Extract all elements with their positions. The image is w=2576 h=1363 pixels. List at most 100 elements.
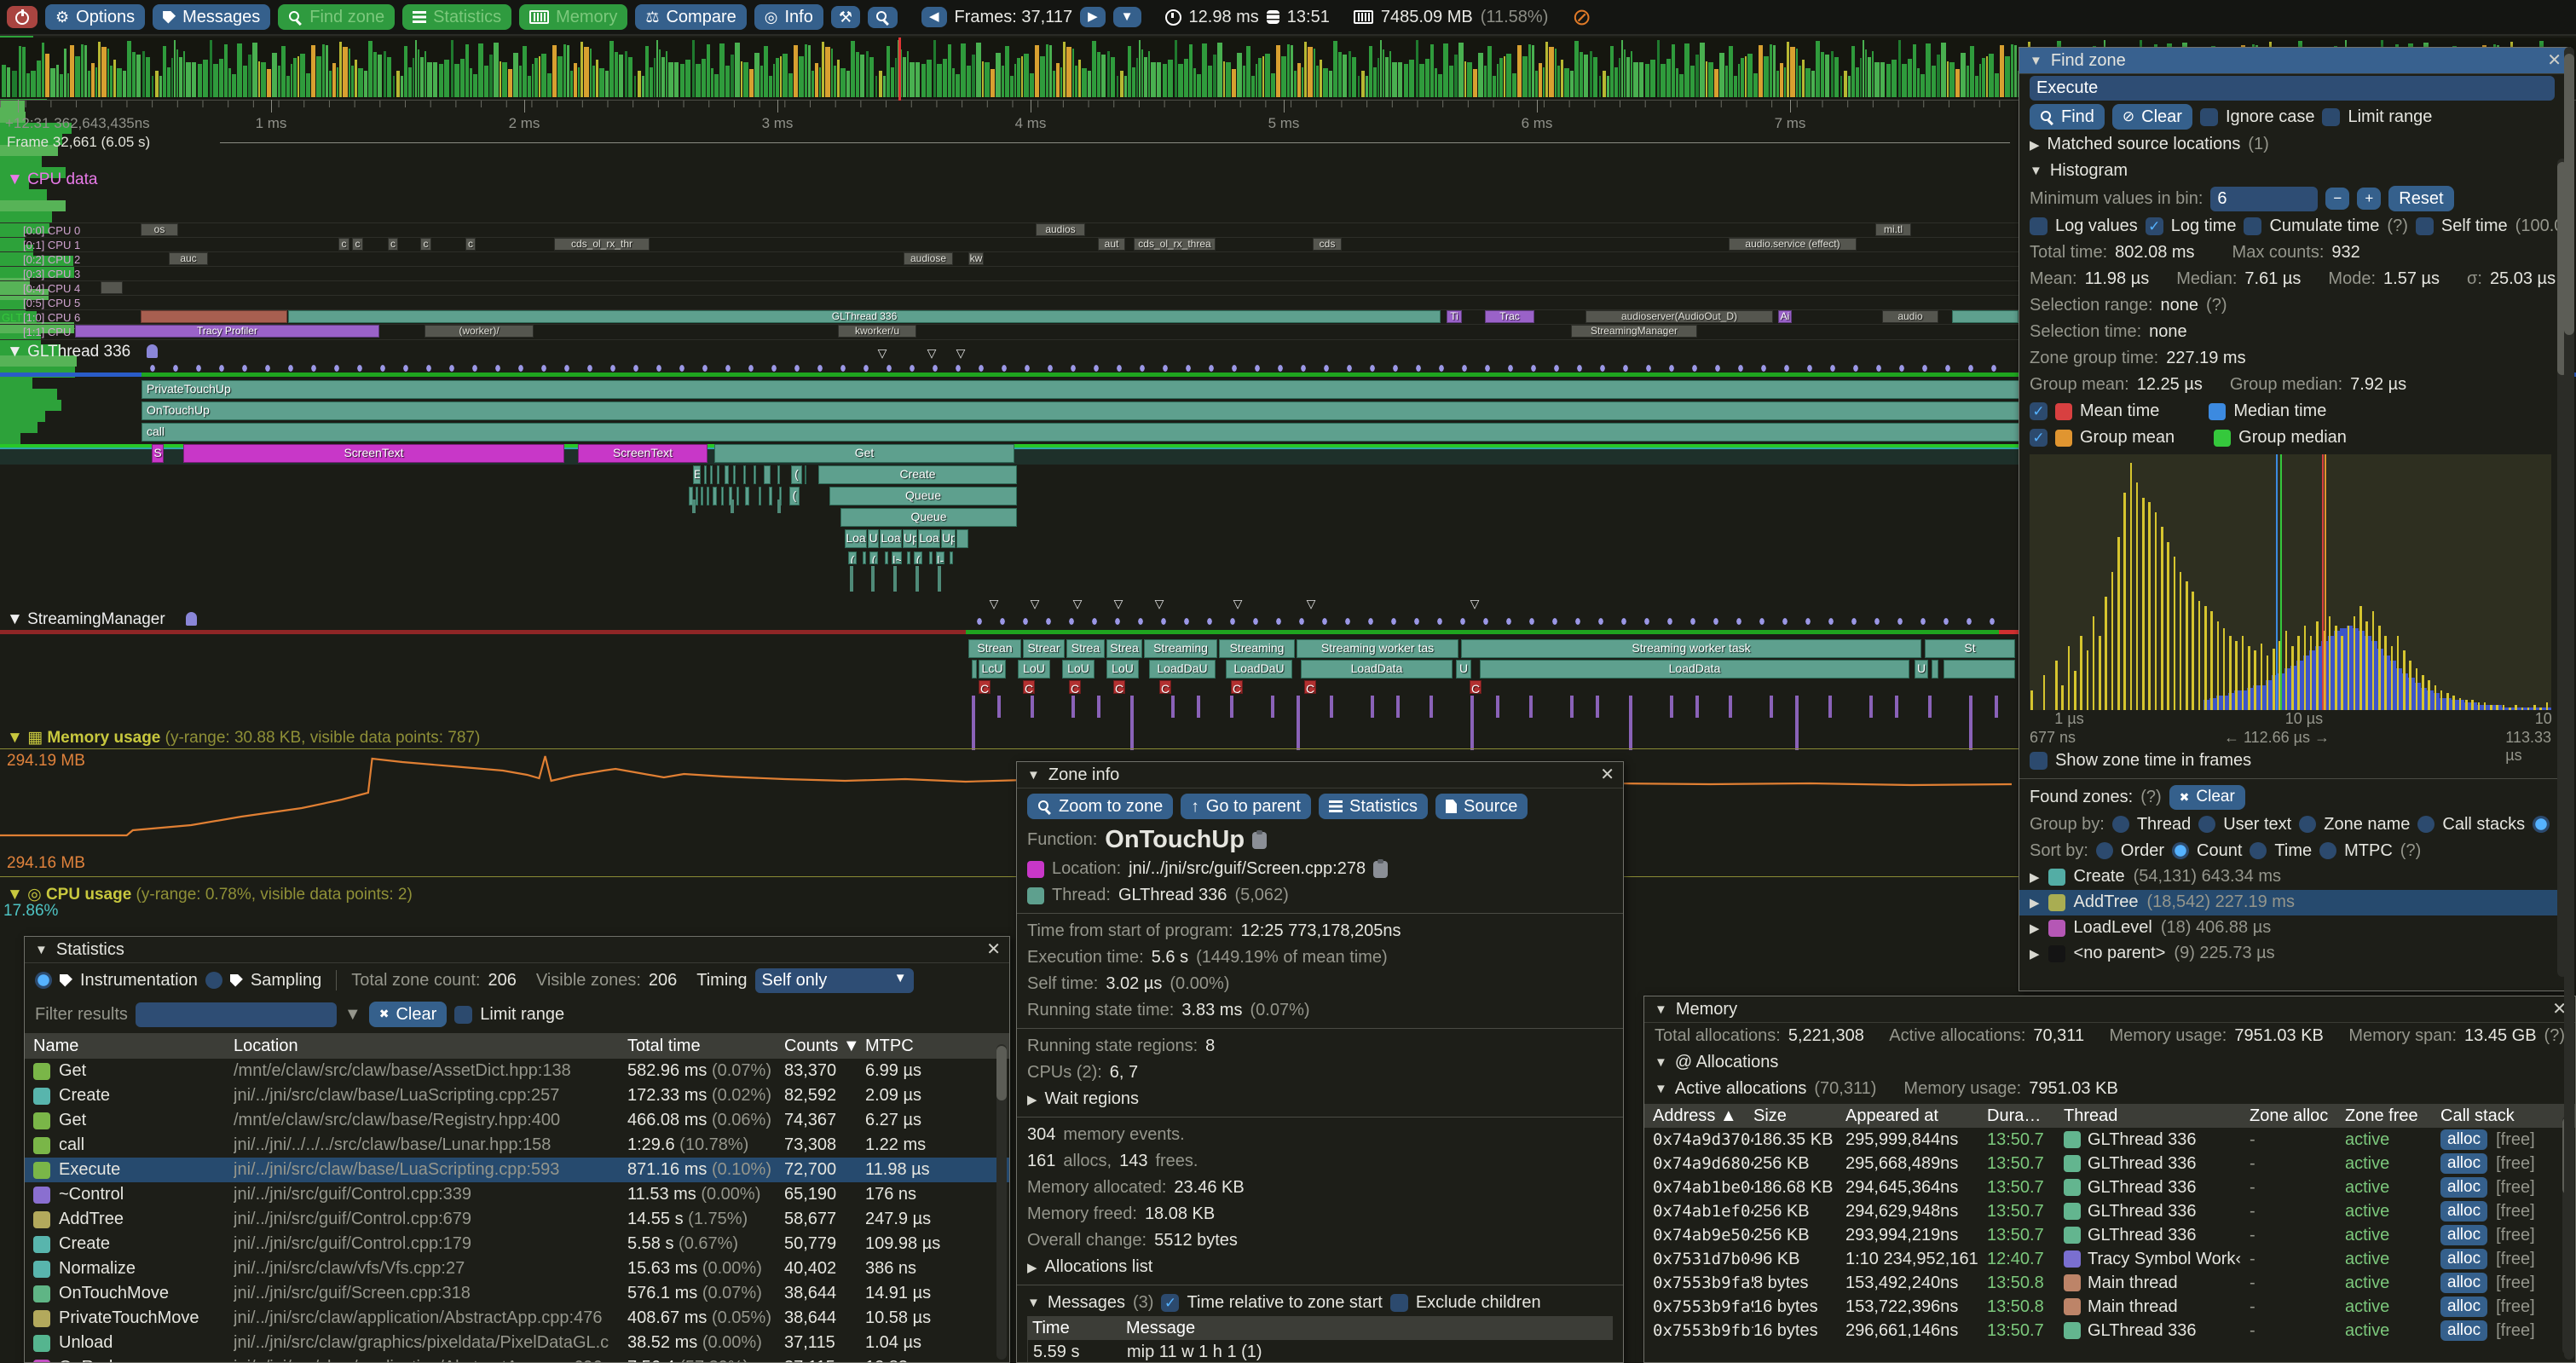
- table-row[interactable]: Get/mnt/e/claw/src/claw/base/AssetDict.h…: [25, 1059, 1009, 1083]
- column-header-address[interactable]: Address ▲: [1653, 1106, 1737, 1125]
- radio-button[interactable]: [2095, 842, 2113, 860]
- alloc-button[interactable]: alloc: [2440, 1225, 2488, 1245]
- timeline-zone[interactable]: (: [869, 552, 878, 564]
- tools-button[interactable]: ⚒: [830, 6, 860, 28]
- alloc-button[interactable]: alloc: [2440, 1201, 2488, 1222]
- timeline-zone[interactable]: Strea: [1066, 639, 1105, 658]
- glthread-section-header[interactable]: ▼ GLThread 336: [7, 343, 131, 361]
- timeline-zone[interactable]: ScreenText: [183, 444, 564, 463]
- alloc-button[interactable]: alloc: [2440, 1177, 2488, 1198]
- table-row[interactable]: Normalize jni/../jni/src/claw/vfs/Vfs.cpp…: [25, 1256, 1009, 1281]
- min-bin-input[interactable]: [2210, 186, 2319, 211]
- message-marker[interactable]: ▽: [877, 346, 887, 360]
- clipboard-icon[interactable]: [1373, 858, 1389, 878]
- timeline-zone[interactable]: C: [1159, 680, 1171, 694]
- main-scrollbar[interactable]: [2564, 47, 2574, 1360]
- statistics-button[interactable]: Statistics: [402, 4, 512, 30]
- found-zone-row[interactable]: ▶ Create (54,131) 643.34 ms: [2019, 864, 2570, 890]
- allocation-row[interactable]: 0x7553b9fbf016 bytes 296,661,146ns 13:50.7…: [1644, 1319, 2575, 1343]
- filter-input[interactable]: [135, 1002, 337, 1027]
- timeline-zone[interactable]: [717, 465, 719, 484]
- timeline-zone[interactable]: Get: [714, 444, 1014, 463]
- table-row[interactable]: ~Control jni/../jni/src/guif/Control.cpp:…: [25, 1182, 1009, 1207]
- column-header-dura-[interactable]: Dura…: [1987, 1106, 2042, 1125]
- timeline-zone[interactable]: [769, 487, 772, 505]
- timeline-zone[interactable]: [1944, 660, 2015, 679]
- timeline-zone[interactable]: (: [914, 552, 922, 564]
- allocation-row[interactable]: 0x74ab1ef040256 KB 294,629,948ns 13:50.7 GL…: [1644, 1199, 2575, 1223]
- limit-range-checkbox[interactable]: [454, 1005, 473, 1024]
- found-zone-row[interactable]: ▶ LoadLevel (18) 406.88 µs: [2019, 915, 2570, 941]
- message-marker[interactable]: ▽: [1154, 597, 1164, 610]
- timeline-zone[interactable]: St: [1925, 639, 2015, 658]
- timeline-zone[interactable]: Strean: [968, 639, 1021, 658]
- timeline-zone[interactable]: |~: [892, 552, 902, 564]
- expand-icon[interactable]: ▶: [2030, 869, 2040, 885]
- timeline-zone[interactable]: (: [789, 487, 800, 505]
- timeline-zone[interactable]: Strea: [1106, 639, 1142, 658]
- checkbox[interactable]: [2030, 752, 2048, 770]
- table-row[interactable]: Unload jni/../jni/src/claw/graphics/pixel…: [25, 1331, 1009, 1355]
- expand-icon[interactable]: ▶: [1027, 1092, 1037, 1107]
- cpu-zone[interactable]: [141, 310, 287, 323]
- column-header-call-stack[interactable]: Call stack: [2440, 1106, 2515, 1125]
- collapse-icon[interactable]: ▼: [1655, 1082, 1667, 1096]
- find-zone-input[interactable]: [2030, 76, 2555, 101]
- clear-button[interactable]: ⊘ Clear: [2111, 104, 2192, 130]
- timeline-zone[interactable]: [754, 465, 756, 484]
- column-header-thread[interactable]: Thread: [2064, 1106, 2118, 1125]
- table-row[interactable]: Get/mnt/e/claw/src/claw/base/Registry.hp…: [25, 1108, 1009, 1133]
- funnel-icon[interactable]: ▼: [344, 1004, 361, 1024]
- timeline-zone[interactable]: OnTouchUp: [142, 401, 2463, 420]
- alloc-button[interactable]: alloc: [2440, 1297, 2488, 1317]
- cpu-zone[interactable]: cds_ol_rx_thr: [554, 238, 650, 251]
- timeline-zone[interactable]: [689, 487, 693, 505]
- timeline-zone[interactable]: [710, 465, 713, 484]
- message-row[interactable]: 5.59 s mip 11 w 1 h 1 (1): [1027, 1340, 1613, 1362]
- cpu-zone[interactable]: aut: [1098, 238, 1125, 251]
- table-row[interactable]: call jni/../jni/../../../src/claw/base/Lu…: [25, 1133, 1009, 1158]
- timeline-zone[interactable]: Strear: [1023, 639, 1065, 658]
- collapse-icon[interactable]: ▼: [1655, 1055, 1667, 1070]
- timeline-zone[interactable]: Queue: [829, 487, 1017, 505]
- timeline-zone[interactable]: LoadDaU: [1226, 660, 1292, 679]
- timeline-zone[interactable]: [696, 487, 698, 505]
- close-icon[interactable]: ✕: [986, 940, 1001, 959]
- allocation-row[interactable]: 0x7553b9fa508 bytes 153,492,240ns 13:50.8 M…: [1644, 1271, 2575, 1295]
- next-frame-button[interactable]: ▶: [1080, 6, 1106, 28]
- radio-button[interactable]: [2172, 842, 2190, 860]
- timeline-zone[interactable]: LoadDaU: [1149, 660, 1216, 679]
- message-marker[interactable]: ▽: [989, 597, 999, 610]
- cpu-zone[interactable]: Ti: [1447, 310, 1462, 323]
- column-header-zone-alloc[interactable]: Zone alloc: [2250, 1106, 2329, 1125]
- timeline-zone[interactable]: E: [693, 465, 701, 484]
- table-row[interactable]: Create jni/../jni/src/guif/Control.cpp:17…: [25, 1232, 1009, 1256]
- found-zone-row[interactable]: ▶ <no parent> (9) 225.73 µs: [2019, 941, 2570, 967]
- radio-button[interactable]: [2417, 816, 2435, 834]
- timeline-zone[interactable]: Create: [818, 465, 1017, 484]
- timeline-zone[interactable]: C: [1023, 680, 1035, 694]
- timeline-zone[interactable]: Queue: [840, 508, 1017, 527]
- table-row[interactable]: Create jni/../jni/src/claw/base/LuaScript…: [25, 1083, 1009, 1108]
- expand-icon[interactable]: ▶: [2030, 921, 2040, 936]
- table-row[interactable]: OnTouchMove jni/../jni/src/guif/Screen.cp…: [25, 1281, 1009, 1306]
- cpu-zone[interactable]: audiose: [904, 252, 953, 265]
- timeline-zone[interactable]: LoU: [1062, 660, 1095, 679]
- timeline-zone[interactable]: Streaming: [1144, 639, 1217, 658]
- timeline-zone[interactable]: LoU: [1106, 660, 1139, 679]
- column-header-total-time[interactable]: Total time: [627, 1036, 701, 1055]
- cpu-zone[interactable]: Ai: [1778, 310, 1792, 323]
- cpu-zone[interactable]: Tracy Profiler: [75, 325, 379, 338]
- decrement-button[interactable]: −: [2325, 187, 2350, 211]
- timeline-zone[interactable]: call: [142, 423, 2463, 442]
- timeline-zone[interactable]: LoU: [1018, 660, 1050, 679]
- cpu-data-section-header[interactable]: ▼ CPU data: [7, 170, 98, 188]
- timeline-zone[interactable]: [713, 487, 717, 505]
- alloc-button[interactable]: alloc: [2440, 1273, 2488, 1293]
- timeline-zone[interactable]: ScreenText: [578, 444, 708, 463]
- timeline-zone[interactable]: [701, 487, 703, 505]
- timeline-zone[interactable]: Up: [941, 529, 956, 548]
- collapse-icon[interactable]: ▼: [1027, 1296, 1040, 1310]
- checkbox[interactable]: [2030, 402, 2048, 420]
- expand-icon[interactable]: ▶: [1027, 1260, 1037, 1275]
